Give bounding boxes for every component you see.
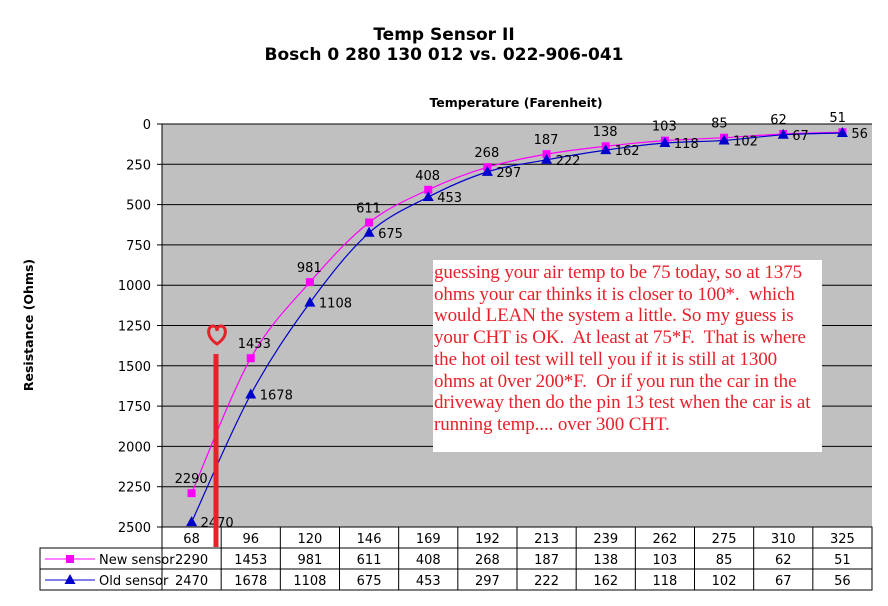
data-point: [363, 226, 375, 237]
y-tick-label: 2500: [118, 521, 151, 536]
x-tick-label: 169: [416, 532, 441, 547]
chart-title: Temp Sensor II: [373, 25, 514, 45]
table-cell: 297: [475, 574, 500, 589]
data-label: 1678: [260, 388, 293, 403]
data-point: [541, 153, 553, 164]
x-tick-label: 120: [298, 532, 323, 547]
data-point: [304, 296, 316, 307]
data-point: [424, 185, 433, 194]
table-cell: 1678: [234, 574, 267, 589]
table-cell: 1453: [234, 553, 267, 568]
data-point: [187, 489, 196, 498]
table-cell: 67: [775, 574, 792, 589]
data-label: 102: [733, 134, 758, 149]
x-tick-label: 239: [593, 532, 618, 547]
x-tick-label: 68: [183, 532, 200, 547]
heart-icon: [207, 324, 227, 346]
y-tick-label: 1750: [118, 400, 151, 415]
data-point: [718, 134, 730, 145]
data-point: [836, 127, 848, 138]
data-label: 611: [356, 201, 381, 216]
data-label: 222: [556, 154, 581, 169]
table-cell: 222: [534, 574, 559, 589]
table-cell: 103: [653, 553, 678, 568]
data-point: [246, 354, 255, 363]
data-label: 981: [297, 261, 322, 276]
table-cell: 85: [716, 553, 733, 568]
table-cell: 138: [593, 553, 618, 568]
data-point: [600, 144, 612, 155]
y-tick-label: 500: [126, 199, 151, 214]
table-cell: 56: [834, 574, 851, 589]
data-label: 162: [615, 144, 640, 159]
y-tick-label: 1000: [118, 279, 151, 294]
data-point: [305, 278, 314, 287]
table-cell: 675: [357, 574, 382, 589]
heart-annotation: [207, 324, 227, 547]
x-tick-label: 146: [357, 532, 382, 547]
data-label: 85: [711, 117, 728, 132]
y-tick-label: 1250: [118, 320, 151, 335]
data-point: [422, 191, 434, 202]
y-tick-label: 2000: [118, 440, 151, 455]
x-tick-label: 213: [534, 532, 559, 547]
table-cell: 2470: [175, 574, 208, 589]
x-axis-label: Temperature (Farenheit): [429, 95, 602, 110]
data-point: [481, 165, 493, 176]
table-cell: 62: [775, 553, 792, 568]
data-label: 453: [437, 191, 462, 206]
x-tick-label: 275: [712, 532, 737, 547]
table-cell: 408: [416, 553, 441, 568]
table-cell: 1108: [293, 574, 326, 589]
x-tick-label: 325: [830, 532, 855, 547]
table-cell: 187: [534, 553, 559, 568]
data-point: [186, 516, 198, 527]
data-label: 103: [652, 120, 677, 135]
x-tick-label: 96: [242, 532, 259, 547]
table-cell: 2290: [175, 553, 208, 568]
table-cell: 162: [593, 574, 618, 589]
chart-subtitle: Bosch 0 280 130 012 vs. 022-906-041: [265, 45, 624, 65]
y-axis-label: Resistance (Ohms): [21, 259, 36, 391]
x-tick-label: 310: [771, 532, 796, 547]
data-point: [245, 388, 257, 399]
y-tick-label: 1500: [118, 360, 151, 375]
y-tick-label: 750: [126, 239, 151, 254]
table-cell: 611: [357, 553, 382, 568]
data-label: 297: [496, 166, 521, 181]
data-label: 408: [415, 169, 440, 184]
table-cell: 102: [712, 574, 737, 589]
data-label: 2290: [175, 472, 208, 487]
data-point: [659, 137, 671, 148]
data-label: 138: [593, 125, 618, 140]
data-label: 118: [674, 137, 699, 152]
data-point: [777, 128, 789, 139]
table-cell: 118: [653, 574, 678, 589]
table-cell: 453: [416, 574, 441, 589]
legend-marker-square: [66, 555, 74, 563]
legend-marker-triangle: [64, 574, 76, 584]
data-label: 268: [474, 146, 499, 161]
y-tick-label: 2250: [118, 481, 151, 496]
data-label: 675: [378, 227, 403, 242]
data-label: 67: [792, 129, 809, 144]
data-label: 187: [534, 133, 559, 148]
annotation-note: guessing your air temp to be 75 today, s…: [433, 260, 822, 452]
legend-label: New sensor: [99, 553, 175, 568]
table-cell: 268: [475, 553, 500, 568]
data-label: 56: [851, 127, 868, 142]
data-label: 1108: [319, 297, 352, 312]
table-cell: 981: [298, 553, 323, 568]
data-label: 62: [770, 113, 787, 128]
y-tick-label: 250: [126, 158, 151, 173]
data-label: 1453: [238, 337, 271, 352]
data-label: 51: [829, 111, 846, 126]
x-tick-label: 262: [653, 532, 678, 547]
data-point: [365, 218, 374, 227]
y-tick-label: 0: [143, 118, 151, 133]
table-cell: 51: [834, 553, 851, 568]
x-tick-label: 192: [475, 532, 500, 547]
legend-label: Old sensor: [99, 574, 169, 589]
